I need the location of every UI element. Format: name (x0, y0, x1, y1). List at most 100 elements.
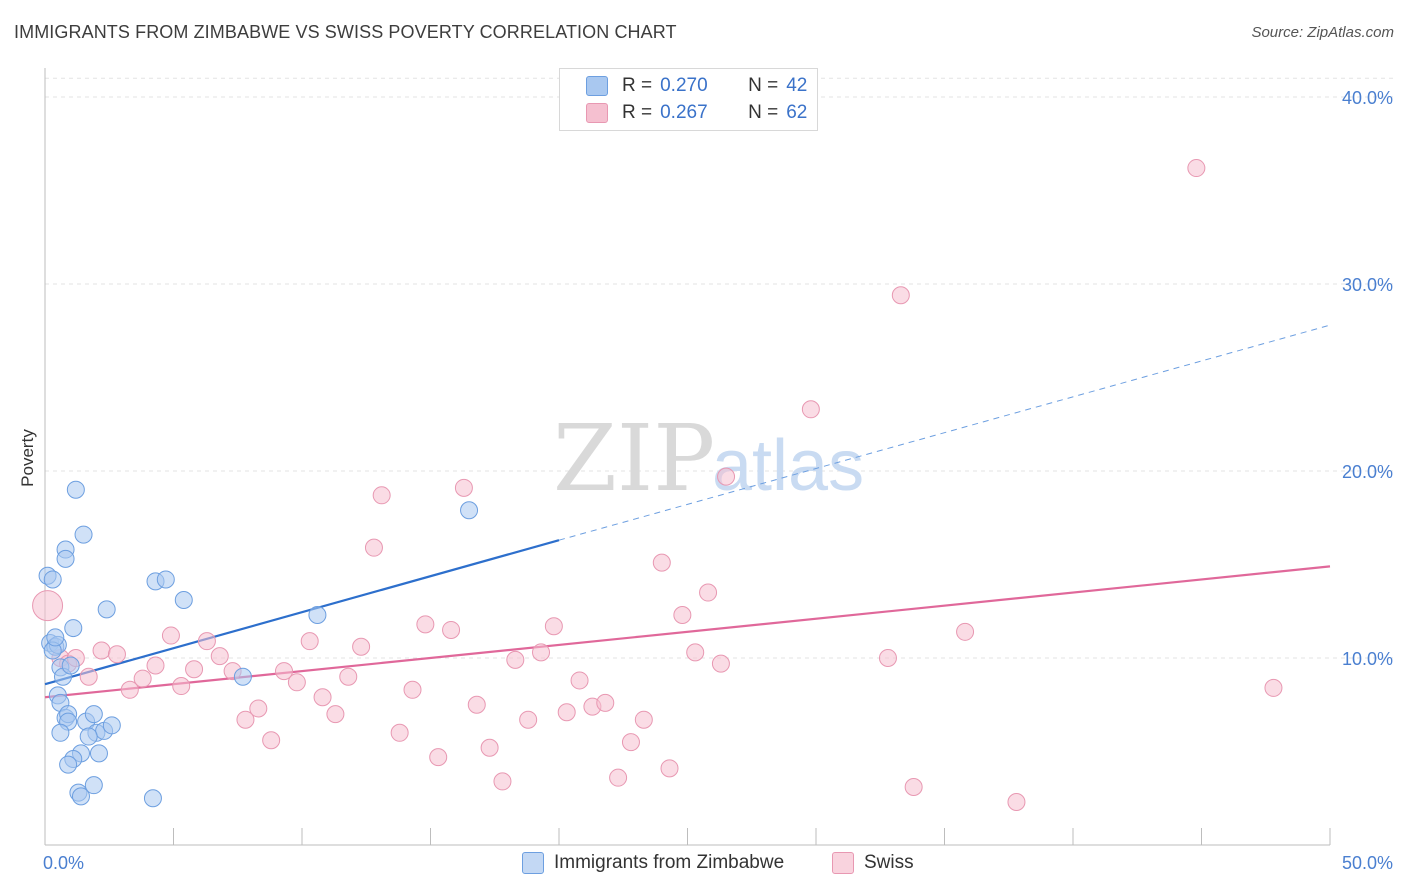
data-point-swiss (480, 738, 499, 757)
data-point-swiss (673, 605, 692, 624)
data-point-zimbabwe (89, 744, 108, 763)
data-point-swiss (956, 622, 975, 641)
data-point-swiss (146, 656, 165, 675)
y-tick-label: 30.0% (1342, 275, 1393, 295)
data-point-swiss (416, 615, 435, 634)
data-point-swiss (519, 710, 538, 729)
data-point-zimbabwe (66, 480, 85, 499)
data-point-swiss (454, 478, 473, 497)
legend-n-value: 42 (786, 75, 808, 96)
data-point-swiss (609, 768, 628, 787)
legend-r-label: R = (622, 75, 653, 96)
chart-title: IMMIGRANTS FROM ZIMBABWE VS SWISS POVERT… (14, 22, 677, 42)
data-point-swiss (313, 688, 332, 707)
data-point-swiss (287, 673, 306, 692)
trend-line-zimbabwe (44, 539, 560, 686)
data-point-zimbabwe (460, 501, 479, 520)
data-point-swiss (801, 400, 820, 419)
trend-line-zimbabwe-extension (558, 324, 1331, 541)
data-point-zimbabwe (51, 723, 70, 742)
data-point-zimbabwe (97, 600, 116, 619)
data-point-swiss (32, 590, 64, 622)
data-point-swiss (262, 731, 281, 750)
data-point-swiss (532, 643, 551, 662)
data-point-swiss (390, 723, 409, 742)
trend-lines (44, 324, 1331, 699)
data-point-swiss (1007, 792, 1026, 811)
data-point-swiss (339, 667, 358, 686)
data-point-swiss (493, 772, 512, 791)
data-point-swiss (249, 699, 268, 718)
legend: R = 0.270 N = 42 R = 0.267 N = 62 (559, 68, 818, 131)
data-point-swiss (467, 695, 486, 714)
data-point-zimbabwe (174, 591, 193, 610)
data-point-swiss (185, 660, 204, 679)
data-point-swiss (686, 643, 705, 662)
data-point-swiss (79, 667, 98, 686)
y-axis-label: Poverty (18, 429, 37, 487)
data-point-swiss (300, 632, 319, 651)
y-tick-label: 20.0% (1342, 462, 1393, 482)
data-point-swiss (878, 649, 897, 667)
data-point-swiss (442, 620, 461, 639)
data-point-swiss (891, 286, 910, 305)
data-point-swiss (904, 778, 923, 797)
data-point-swiss (1264, 678, 1283, 697)
data-point-swiss (172, 677, 191, 696)
data-point-swiss (197, 632, 216, 651)
data-point-zimbabwe (79, 727, 98, 746)
data-point-swiss (372, 486, 391, 505)
data-point-swiss (275, 662, 294, 681)
legend-n-label: N = (748, 75, 779, 96)
swiss-points (32, 159, 1283, 811)
axes (44, 68, 1331, 846)
data-point-swiss (364, 538, 383, 557)
data-point-swiss (429, 748, 448, 767)
data-point-zimbabwe (59, 755, 78, 774)
data-point-zimbabwe (56, 549, 75, 568)
legend-row-zimbabwe: R = 0.270 N = 42 (586, 74, 807, 98)
legend-n-label: N = (748, 102, 779, 123)
data-point-swiss (210, 647, 229, 666)
legend-r-value: 0.267 (660, 102, 708, 123)
data-point-zimbabwe (84, 705, 103, 724)
data-point-swiss (634, 710, 653, 729)
data-point-zimbabwe (71, 787, 90, 806)
data-point-swiss (652, 553, 671, 572)
data-point-zimbabwe (308, 605, 327, 624)
data-point-swiss (92, 641, 111, 660)
data-point-swiss (660, 759, 679, 778)
trend-line-swiss (44, 565, 1331, 699)
data-point-zimbabwe (64, 619, 83, 638)
legend-r-value: 0.270 (660, 75, 708, 96)
watermark: ZIP atlas (553, 405, 864, 512)
zimbabwe-points (38, 480, 479, 808)
watermark-zip: ZIP (553, 405, 715, 512)
x-tick-label: 50.0% (1342, 853, 1393, 873)
legend-r-label: R = (622, 102, 653, 123)
data-point-swiss (133, 669, 152, 688)
watermark-atlas: atlas (712, 426, 864, 506)
data-point-zimbabwe (102, 716, 121, 735)
data-point-swiss (506, 650, 525, 669)
legend-swatch-pink (586, 103, 608, 123)
data-point-swiss (161, 626, 180, 645)
data-point-swiss (711, 654, 730, 673)
source-label: Source: ZipAtlas.com (1251, 24, 1394, 41)
legend-swatch-blue (586, 76, 608, 96)
bottom-legend: Immigrants from Zimbabwe Swiss (0, 852, 1406, 876)
tick-labels: 10.0% 20.0% 30.0% 40.0% 0.0% 50.0% (43, 88, 1393, 873)
bottom-legend-label-zimbabwe: Immigrants from Zimbabwe (554, 852, 785, 873)
bottom-legend-zimbabwe: Immigrants from Zimbabwe (522, 852, 784, 874)
data-point-swiss (621, 733, 640, 752)
data-point-zimbabwe (43, 570, 62, 589)
bottom-legend-swatch-pink (832, 852, 854, 874)
data-point-zimbabwe (61, 656, 80, 675)
bottom-legend-swiss: Swiss (832, 852, 914, 874)
data-point-swiss (326, 705, 345, 724)
data-point-zimbabwe (143, 789, 162, 808)
data-point-swiss (403, 680, 422, 699)
x-tick-label: 0.0% (43, 853, 84, 873)
data-point-swiss (596, 693, 615, 712)
